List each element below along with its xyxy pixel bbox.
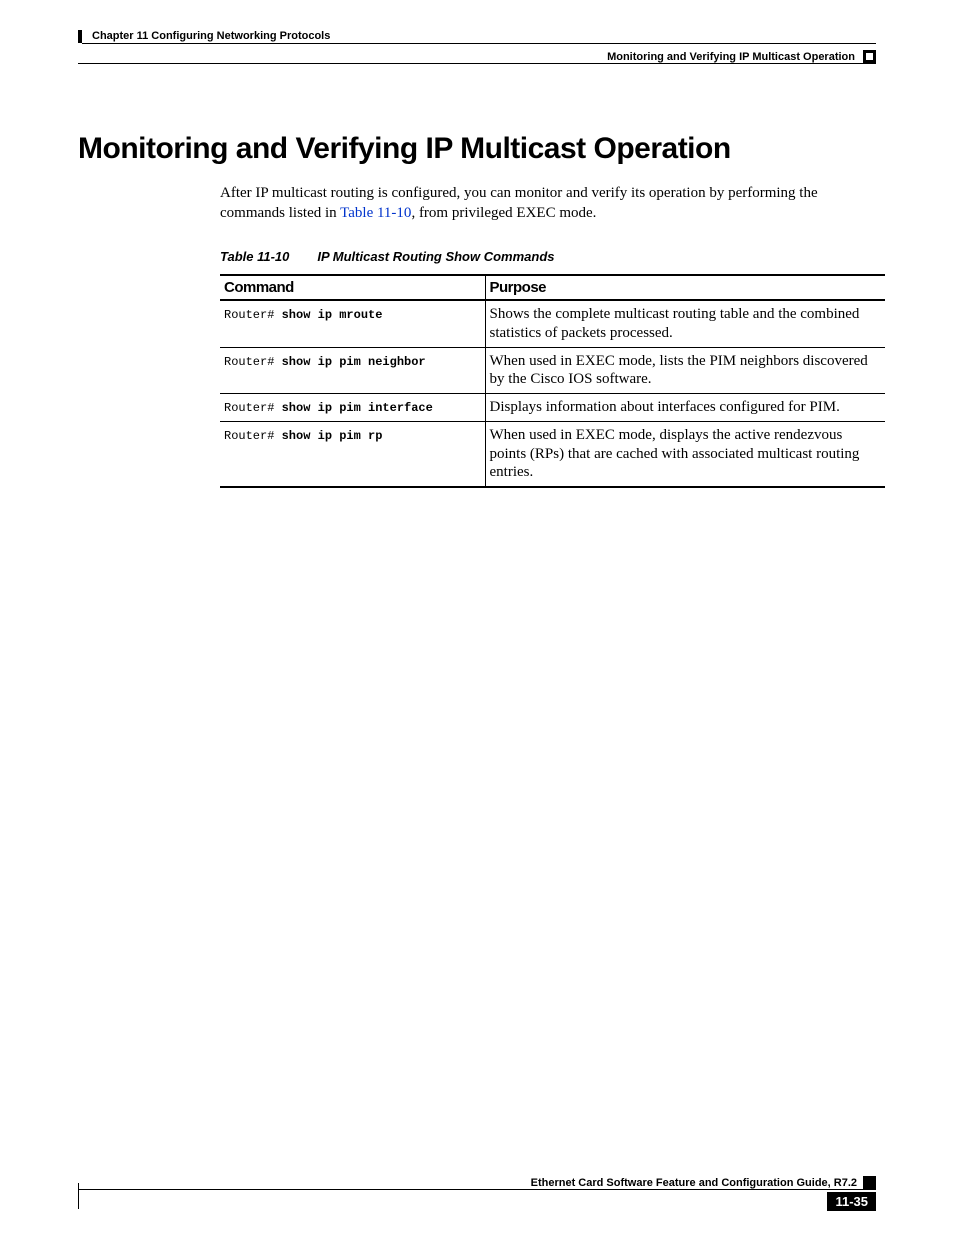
table-title: IP Multicast Routing Show Commands <box>317 249 554 264</box>
table-row: Router# show ip pim rp When used in EXEC… <box>220 421 885 487</box>
table-row: Router# show ip mroute Shows the complet… <box>220 300 885 347</box>
table-number: Table 11-10 <box>220 249 289 264</box>
table-reference-link[interactable]: Table 11-10 <box>340 205 411 221</box>
router-prompt: Router# <box>224 308 282 322</box>
table-caption: Table 11-10 IP Multicast Routing Show Com… <box>220 249 876 264</box>
commands-table: Command Purpose Router# show ip mroute S… <box>220 274 885 488</box>
command-text: show ip pim neighbor <box>282 355 426 369</box>
page-num-row: 11-35 <box>78 1192 876 1211</box>
footer-title-row: Ethernet Card Software Feature and Confi… <box>78 1176 876 1189</box>
header-marker-icon <box>863 50 876 63</box>
table-header-row: Command Purpose <box>220 275 885 300</box>
command-cell: Router# show ip pim neighbor <box>220 347 485 394</box>
command-text: show ip pim rp <box>282 429 383 443</box>
col-header-purpose: Purpose <box>485 275 885 300</box>
chapter-title: Chapter 11 Configuring Networking Protoc… <box>82 30 876 44</box>
command-text: show ip pim interface <box>282 401 433 415</box>
section-title-header: Monitoring and Verifying IP Multicast Op… <box>607 51 863 63</box>
footer-marker-icon <box>863 1176 876 1189</box>
intro-text-2: , from privileged EXEC mode. <box>411 205 596 221</box>
router-prompt: Router# <box>224 355 282 369</box>
purpose-cell: When used in EXEC mode, lists the PIM ne… <box>485 347 885 394</box>
page-footer: Ethernet Card Software Feature and Confi… <box>78 1176 876 1211</box>
page-number: 11-35 <box>827 1192 876 1211</box>
main-heading: Monitoring and Verifying IP Multicast Op… <box>78 132 876 166</box>
router-prompt: Router# <box>224 429 282 443</box>
intro-paragraph: After IP multicast routing is configured… <box>220 184 876 223</box>
command-text: show ip mroute <box>282 308 383 322</box>
router-prompt: Router# <box>224 401 282 415</box>
guide-title: Ethernet Card Software Feature and Confi… <box>531 1177 863 1189</box>
command-cell: Router# show ip pim rp <box>220 421 485 487</box>
purpose-cell: Displays information about interfaces co… <box>485 394 885 422</box>
header-right-wrap: Monitoring and Verifying IP Multicast Op… <box>607 50 876 63</box>
command-cell: Router# show ip mroute <box>220 300 485 347</box>
left-margin-bar-icon <box>78 1183 79 1209</box>
purpose-cell: Shows the complete multicast routing tab… <box>485 300 885 347</box>
page-container: Chapter 11 Configuring Networking Protoc… <box>0 0 954 1235</box>
header-underline <box>78 63 876 64</box>
footer-rule <box>78 1189 876 1190</box>
purpose-cell: When used in EXEC mode, displays the act… <box>485 421 885 487</box>
table-row: Router# show ip pim neighbor When used i… <box>220 347 885 394</box>
table-row: Router# show ip pim interface Displays i… <box>220 394 885 422</box>
page-header: Chapter 11 Configuring Networking Protoc… <box>78 30 876 80</box>
col-header-command: Command <box>220 275 485 300</box>
command-cell: Router# show ip pim interface <box>220 394 485 422</box>
